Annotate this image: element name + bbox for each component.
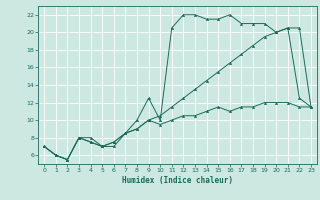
X-axis label: Humidex (Indice chaleur): Humidex (Indice chaleur) <box>122 176 233 185</box>
